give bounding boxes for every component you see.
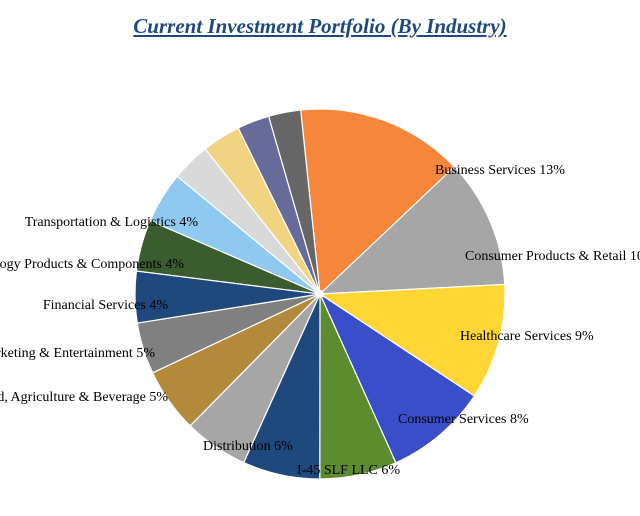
- slice-label: Media, Marketing & Entertainment 5%: [0, 346, 155, 362]
- slice-label: Healthcare Services 9%: [460, 329, 594, 345]
- slice-label: Distribution 6%: [203, 439, 293, 455]
- slice-label: Business Services 13%: [435, 163, 565, 179]
- slice-label: Consumer Products & Retail 10%: [465, 249, 640, 265]
- pie-center: [316, 290, 324, 298]
- pie-chart: Business Services 13% Consumer Products &…: [0, 50, 640, 510]
- slice-label: Transportation & Logistics 4%: [25, 215, 198, 231]
- slice-label: I-45 SLF LLC 6%: [297, 463, 400, 479]
- slice-label: Consumer Services 8%: [398, 412, 529, 428]
- slice-label: Technology Products & Components 4%: [0, 257, 184, 273]
- slice-label: Financial Services 4%: [43, 298, 168, 314]
- slice-label: Food, Agriculture & Beverage 5%: [0, 390, 168, 406]
- page-title: Current Investment Portfolio (By Industr…: [0, 14, 640, 39]
